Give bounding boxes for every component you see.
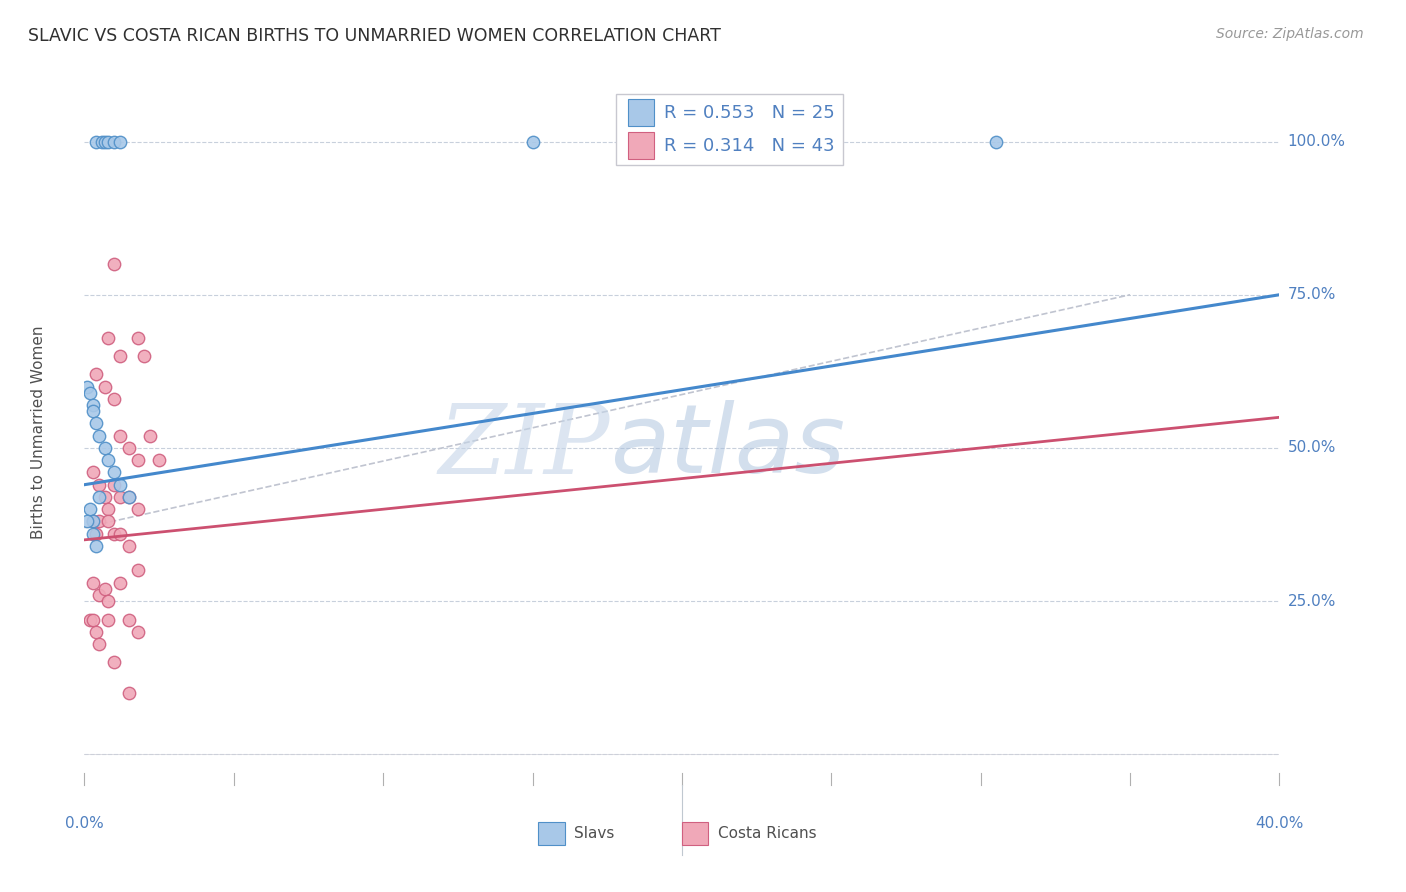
Point <box>127 331 149 345</box>
Point <box>89 490 111 504</box>
Point <box>89 637 111 651</box>
Point <box>82 515 104 529</box>
Point <box>86 539 108 553</box>
Point <box>984 135 1007 149</box>
Point <box>103 526 125 541</box>
Point <box>139 428 162 442</box>
Point <box>97 613 120 627</box>
Point <box>127 502 149 516</box>
Point <box>110 526 132 541</box>
Point <box>82 466 104 480</box>
Point <box>89 515 111 529</box>
Text: ZIP: ZIP <box>439 400 610 493</box>
Point <box>118 490 141 504</box>
Text: R = 0.553   N = 25: R = 0.553 N = 25 <box>664 103 835 121</box>
Point <box>94 379 117 393</box>
Point <box>76 379 98 393</box>
Point <box>97 453 120 467</box>
Text: Source: ZipAtlas.com: Source: ZipAtlas.com <box>1216 27 1364 41</box>
Point <box>82 526 104 541</box>
Text: Costa Ricans: Costa Ricans <box>718 826 817 841</box>
Point <box>97 331 120 345</box>
Point <box>97 502 120 516</box>
Text: Births to Unmarried Women: Births to Unmarried Women <box>31 326 46 540</box>
Point <box>118 490 141 504</box>
Point <box>82 575 104 590</box>
Point <box>89 477 111 491</box>
Point <box>76 515 98 529</box>
Point <box>82 613 104 627</box>
Point <box>110 428 132 442</box>
Point <box>86 417 108 431</box>
Point <box>79 502 101 516</box>
Point <box>118 441 141 455</box>
Point <box>127 453 149 467</box>
Point <box>110 135 132 149</box>
Text: 75.0%: 75.0% <box>1288 287 1336 302</box>
Point <box>118 613 141 627</box>
Text: R = 0.314   N = 43: R = 0.314 N = 43 <box>664 136 835 155</box>
Text: 100.0%: 100.0% <box>1288 134 1346 149</box>
Text: 25.0%: 25.0% <box>1288 594 1336 608</box>
Point <box>91 135 114 149</box>
Point <box>110 477 132 491</box>
FancyBboxPatch shape <box>628 132 654 159</box>
Point <box>82 515 104 529</box>
Text: 50.0%: 50.0% <box>1288 441 1336 456</box>
Point <box>132 349 156 363</box>
Point <box>94 490 117 504</box>
Point <box>86 368 108 382</box>
Point <box>127 624 149 639</box>
Point <box>118 539 141 553</box>
Point <box>103 135 125 149</box>
Point <box>94 441 117 455</box>
Point <box>103 656 125 670</box>
Text: 40.0%: 40.0% <box>1256 815 1303 830</box>
Text: atlas: atlas <box>610 401 845 493</box>
Point <box>97 594 120 608</box>
Point <box>148 453 170 467</box>
Text: 0.0%: 0.0% <box>65 815 104 830</box>
Point <box>118 686 141 700</box>
FancyBboxPatch shape <box>616 95 844 165</box>
Point <box>82 404 104 418</box>
Point <box>94 135 117 149</box>
Point <box>110 349 132 363</box>
Point <box>103 477 125 491</box>
Point <box>86 624 108 639</box>
Point <box>97 135 120 149</box>
Point <box>79 613 101 627</box>
Point <box>103 466 125 480</box>
Point <box>89 588 111 602</box>
Text: Slavs: Slavs <box>575 826 614 841</box>
Point <box>103 257 125 271</box>
Point <box>127 564 149 578</box>
Text: SLAVIC VS COSTA RICAN BIRTHS TO UNMARRIED WOMEN CORRELATION CHART: SLAVIC VS COSTA RICAN BIRTHS TO UNMARRIE… <box>28 27 721 45</box>
Point <box>522 135 544 149</box>
Point <box>86 135 108 149</box>
Point <box>110 575 132 590</box>
Point <box>97 515 120 529</box>
Point <box>110 490 132 504</box>
FancyBboxPatch shape <box>628 99 654 126</box>
Point <box>82 398 104 412</box>
FancyBboxPatch shape <box>538 822 565 845</box>
FancyBboxPatch shape <box>682 822 709 845</box>
Point <box>103 392 125 406</box>
Point <box>94 582 117 596</box>
Point <box>86 526 108 541</box>
Point <box>79 385 101 400</box>
Point <box>89 428 111 442</box>
